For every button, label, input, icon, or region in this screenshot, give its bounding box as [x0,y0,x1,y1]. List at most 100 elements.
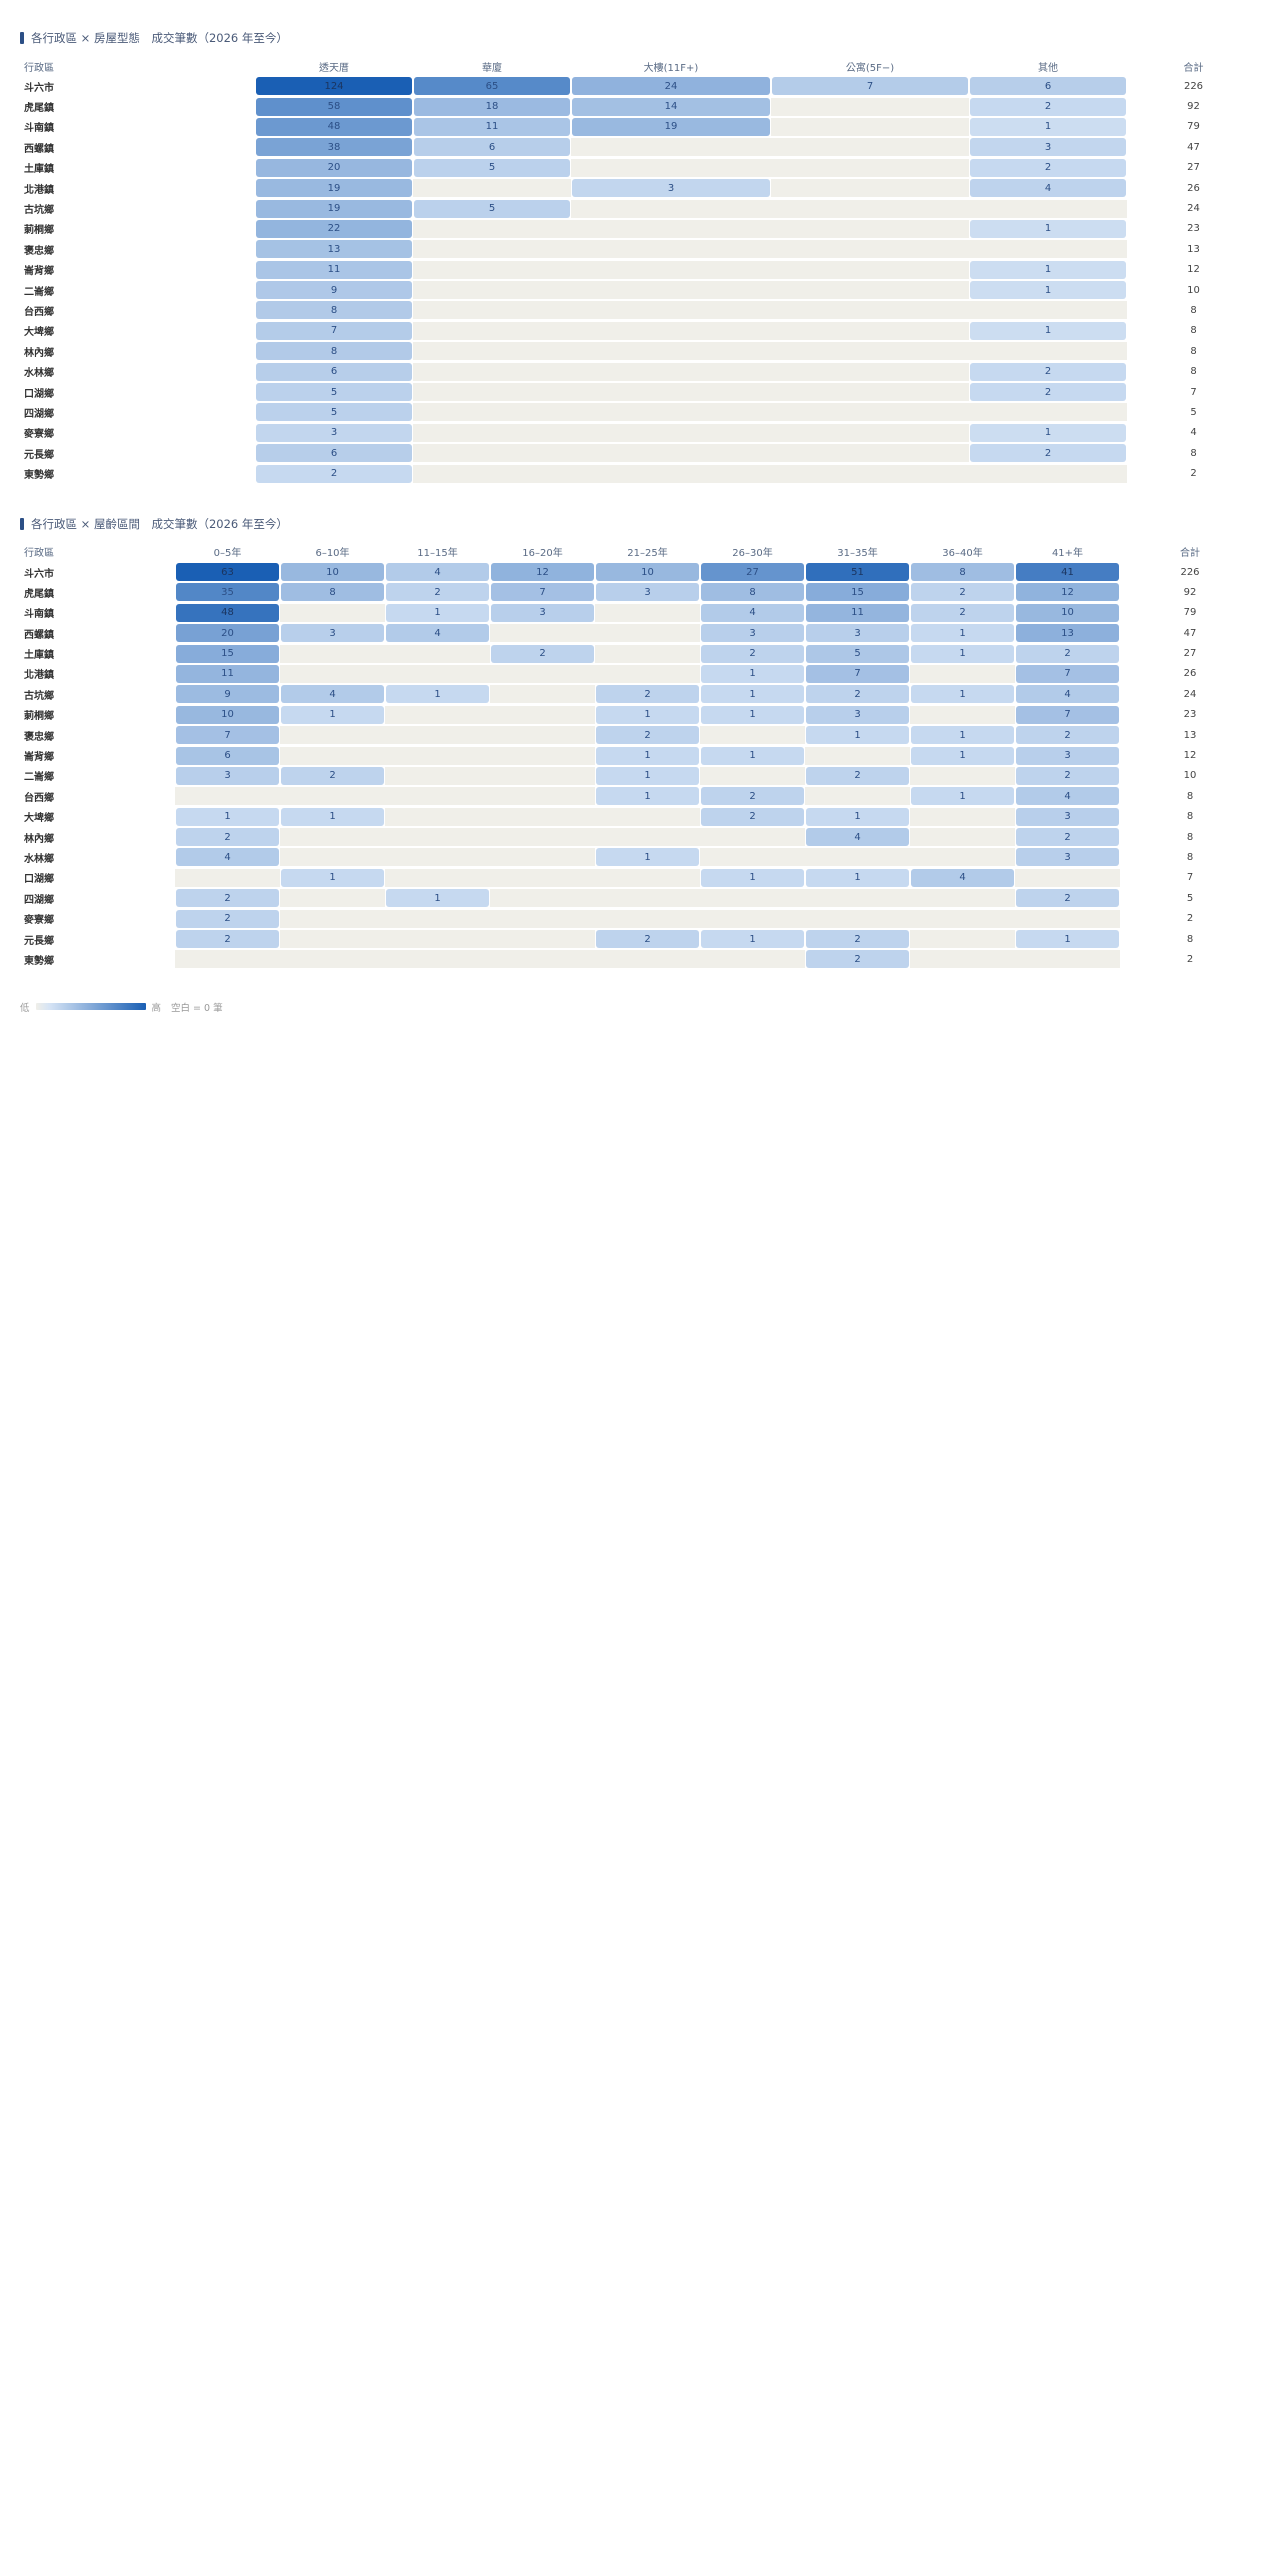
empty-cell [910,664,1015,683]
heat-cell: 2 [175,930,280,949]
empty-cell [771,362,969,381]
heat-cell: 1 [910,685,1015,704]
heat-cell: 11 [413,117,571,136]
row-label: 大埤鄉 [24,327,54,339]
heat-cell: 58 [255,97,413,116]
heat-cell: 1 [385,889,490,908]
heat-cell: 3 [700,624,805,643]
heat-cell: 6 [969,77,1127,96]
row-label: 虎尾鎮 [24,103,54,115]
heat-cell: 7 [255,321,413,340]
heat-cell: 1 [969,117,1127,136]
empty-cell [490,624,595,643]
heat-cell: 1 [910,726,1015,745]
row-total: 8 [1190,447,1197,459]
heat-cell: 1 [280,868,385,887]
total-header: 合計 [1180,548,1200,560]
empty-cell [969,199,1127,218]
empty-cell [490,889,595,908]
empty-cell [771,138,969,157]
empty-cell [595,624,700,643]
heat-cell: 4 [805,828,910,847]
empty-cell [910,909,1015,928]
heat-cell: 5 [255,383,413,402]
row-label: 台西鄉 [24,306,54,318]
row-total: 13 [1183,729,1197,741]
heat-cell: 8 [280,583,385,602]
heat-cell: 8 [700,583,805,602]
heat-cell: 13 [255,240,413,259]
row-label: 西螺鎮 [24,143,54,155]
heat-cell: 12 [490,563,595,581]
heat-cell: 5 [805,644,910,663]
empty-cell [771,117,969,136]
row-total: 92 [1187,101,1200,113]
row-total: 24 [1183,688,1197,700]
empty-cell [910,950,1015,969]
empty-cell [490,685,595,704]
heat-cell: 19 [571,117,771,136]
heat-cell: 10 [1015,603,1120,622]
heat-cell: 10 [595,563,700,581]
row-label: 二崙鄉 [24,772,54,784]
empty-cell [1015,868,1120,887]
empty-cell [969,301,1127,320]
empty-cell [910,766,1015,785]
row-label: 水林鄉 [24,368,54,380]
empty-cell [1015,909,1120,928]
heat-cell: 15 [175,644,280,663]
empty-cell [771,240,969,259]
heat-cell: 6 [255,444,413,463]
empty-cell [413,342,571,361]
empty-cell [385,909,490,928]
heat-cell: 3 [571,179,771,198]
heat-cell: 4 [385,624,490,643]
row-total: 8 [1186,851,1194,863]
heat-cell: 51 [805,563,910,581]
heat-cell: 3 [805,624,910,643]
heat-cell: 4 [175,848,280,867]
heat-cell: 18 [413,97,571,116]
heat-cell: 9 [255,281,413,300]
heat-cell: 2 [175,909,280,928]
empty-cell [490,787,595,806]
empty-cell [413,383,571,402]
row-total: 8 [1190,325,1197,337]
heat-cell: 11 [175,664,280,683]
heat-cell: 2 [595,685,700,704]
row-label: 古坑鄉 [24,690,54,702]
row-total: 2 [1190,468,1197,480]
legend-low: 低 [20,1002,30,1014]
heat-cell: 1 [805,868,910,887]
row-label: 斗六市 [24,568,54,580]
column-header: 0–5年 [213,548,242,560]
heat-cell: 2 [385,583,490,602]
row-total: 12 [1187,264,1200,276]
column-header: 41+年 [1051,548,1084,560]
row-total: 8 [1186,933,1194,945]
row-label: 西螺鎮 [24,629,54,641]
row-total: 24 [1187,203,1200,215]
empty-cell [595,950,700,969]
empty-cell [413,240,571,259]
row-label: 莿桐鄉 [24,225,54,237]
heat-cell: 6 [175,746,280,765]
heat-cell: 6 [255,362,413,381]
heat-cell: 7 [1015,664,1120,683]
row-total: 8 [1190,366,1197,378]
row-total: 23 [1187,223,1200,235]
heat-cell: 1 [805,807,910,826]
dashboard: 各行政區 × 房屋型態 成交筆數（2026 年至今） 行政區 透天厝 華廈 大樓(11F… [0,0,1280,1014]
column-header: 6–10年 [315,548,350,560]
heatmap-table: 行政區 0–5年 6–10年 11–15年 16–20年 21–25年 26–30年 31–3… [20,542,1260,970]
empty-cell [413,362,571,381]
empty-cell [571,423,771,442]
heat-cell: 2 [175,828,280,847]
heat-cell: 8 [255,342,413,361]
empty-cell [1015,950,1120,969]
row-label: 虎尾鎮 [24,588,54,600]
heat-cell: 2 [805,930,910,949]
empty-cell [969,464,1127,483]
row-label: 北港鎮 [24,670,54,682]
empty-cell [385,848,490,867]
